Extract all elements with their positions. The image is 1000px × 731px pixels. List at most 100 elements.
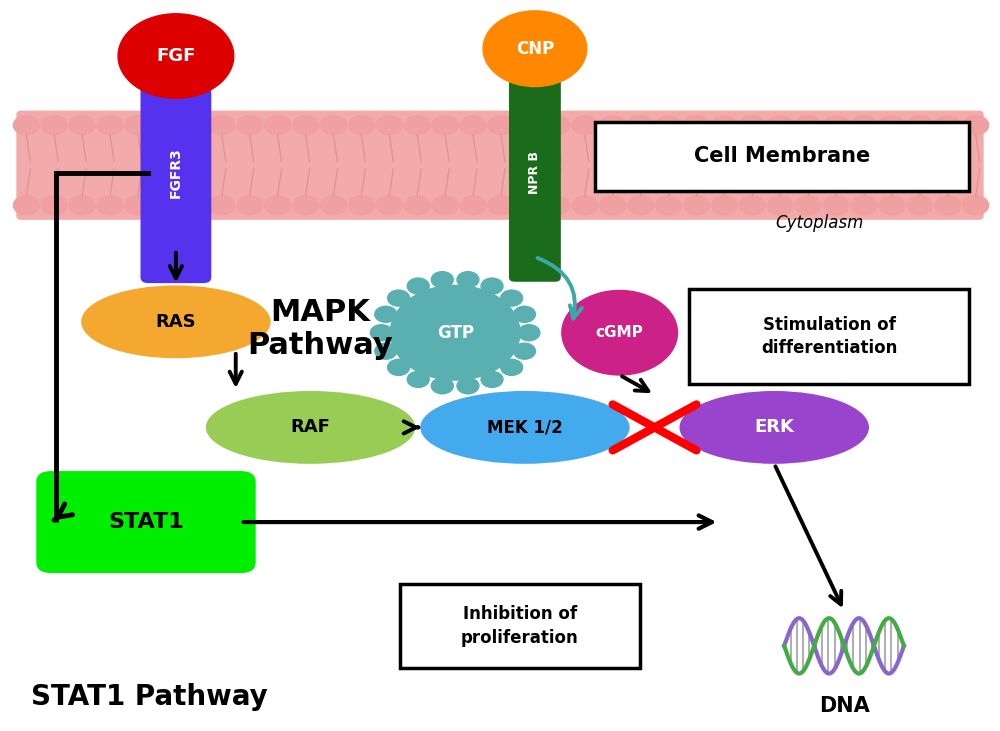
Circle shape [907,196,933,215]
Circle shape [572,196,598,215]
Circle shape [516,196,542,215]
Circle shape [431,378,453,394]
Circle shape [348,196,374,215]
Circle shape [795,196,821,215]
Circle shape [390,285,520,380]
Circle shape [963,196,989,215]
FancyBboxPatch shape [36,471,256,573]
Circle shape [209,115,235,135]
Circle shape [711,196,737,215]
Circle shape [483,11,587,86]
Circle shape [767,196,793,215]
Circle shape [562,290,678,375]
Circle shape [823,196,849,215]
Circle shape [97,196,123,215]
Circle shape [97,115,123,135]
FancyBboxPatch shape [400,584,640,667]
Circle shape [69,115,95,135]
Circle shape [388,290,410,306]
Circle shape [404,115,430,135]
Circle shape [237,196,263,215]
Circle shape [153,196,179,215]
Circle shape [41,196,67,215]
Circle shape [209,196,235,215]
Circle shape [683,115,709,135]
Circle shape [516,115,542,135]
Circle shape [600,115,626,135]
Circle shape [293,115,319,135]
Circle shape [407,278,429,294]
FancyBboxPatch shape [509,69,561,281]
Circle shape [935,196,961,215]
Text: Cell Membrane: Cell Membrane [694,146,870,166]
Circle shape [907,115,933,135]
Circle shape [321,196,346,215]
Circle shape [376,115,402,135]
Text: NPR B: NPR B [528,151,541,194]
FancyBboxPatch shape [689,289,969,384]
Circle shape [501,290,523,306]
Text: FGFR3: FGFR3 [169,147,183,198]
Circle shape [656,115,681,135]
Circle shape [683,196,709,215]
Circle shape [388,360,410,376]
Circle shape [481,371,503,387]
Text: RAS: RAS [156,313,196,331]
Circle shape [13,115,39,135]
Circle shape [237,115,263,135]
Text: MEK 1/2: MEK 1/2 [487,418,563,436]
Ellipse shape [420,391,630,463]
Text: STAT1: STAT1 [108,512,184,532]
Text: CNP: CNP [516,39,554,58]
Circle shape [501,360,523,376]
Circle shape [376,196,402,215]
Circle shape [513,343,535,359]
Text: STAT1 Pathway: STAT1 Pathway [31,683,268,711]
Circle shape [404,196,430,215]
Circle shape [181,115,207,135]
Circle shape [481,278,503,294]
Circle shape [851,196,877,215]
Circle shape [544,196,570,215]
Circle shape [432,196,458,215]
Circle shape [265,196,291,215]
Text: Stimulation of
differentiation: Stimulation of differentiation [761,316,897,357]
Circle shape [321,115,346,135]
Circle shape [488,115,514,135]
Circle shape [711,115,737,135]
Ellipse shape [206,391,415,463]
Circle shape [407,371,429,387]
Circle shape [460,196,486,215]
Text: Inhibition of
proliferation: Inhibition of proliferation [461,605,579,647]
Circle shape [348,115,374,135]
Circle shape [851,115,877,135]
Circle shape [879,196,905,215]
Circle shape [879,115,905,135]
Circle shape [431,272,453,288]
FancyBboxPatch shape [141,75,211,283]
Circle shape [265,115,291,135]
FancyBboxPatch shape [595,121,969,191]
Circle shape [41,115,67,135]
FancyBboxPatch shape [16,110,984,220]
Circle shape [181,196,207,215]
Circle shape [739,196,765,215]
Circle shape [460,115,486,135]
Text: DNA: DNA [819,697,869,716]
Circle shape [153,115,179,135]
Circle shape [739,115,765,135]
Circle shape [513,306,535,322]
Text: RAF: RAF [291,418,330,436]
Circle shape [572,115,598,135]
Circle shape [375,343,397,359]
Circle shape [118,14,234,98]
Text: GTP: GTP [437,324,474,341]
Circle shape [432,115,458,135]
Circle shape [544,115,570,135]
Circle shape [457,272,479,288]
Circle shape [628,115,654,135]
Circle shape [767,115,793,135]
Circle shape [457,378,479,394]
Circle shape [488,196,514,215]
Circle shape [125,115,151,135]
